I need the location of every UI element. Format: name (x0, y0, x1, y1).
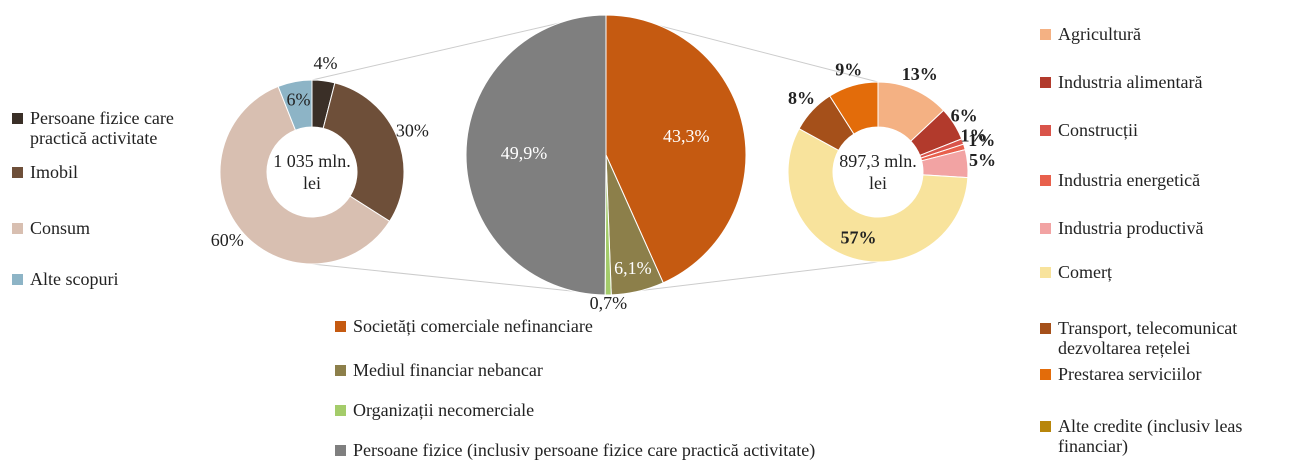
legend-swatch (1040, 77, 1051, 88)
connector (311, 15, 591, 81)
legend-swatch (1040, 223, 1051, 234)
slice (219, 85, 391, 265)
legend-swatch (12, 113, 23, 124)
legend-label: Mediul financiar nebancar (353, 360, 543, 380)
data-label: 5% (969, 150, 996, 170)
legend-swatch (1040, 175, 1051, 186)
legend-label: Consum (30, 218, 91, 238)
data-label: 43,3% (663, 126, 710, 146)
legend-label: Alte scopuri (30, 269, 119, 289)
legend-swatch (1040, 421, 1051, 432)
legend-label: Construcții (1058, 120, 1138, 140)
data-label: 1% (960, 126, 987, 146)
legend-swatch (1040, 29, 1051, 40)
slice (787, 127, 969, 263)
legend-swatch (1040, 125, 1051, 136)
legend-label: Persoane fizice (inclusiv persoane fizic… (353, 440, 816, 460)
slice (277, 79, 313, 131)
legend-label: Imobil (30, 162, 78, 182)
data-label: 13% (902, 64, 938, 84)
legend-swatch (335, 321, 346, 332)
legend-swatch (1040, 267, 1051, 278)
legend-label: Industria alimentară (1058, 72, 1203, 92)
legend-swatch (12, 223, 23, 234)
legend-swatch (335, 365, 346, 376)
connector (621, 15, 879, 83)
legend-label: Organizații necomerciale (353, 400, 535, 420)
legend-label: Comerț (1058, 262, 1112, 282)
data-label: 4% (314, 53, 338, 73)
slice (605, 14, 747, 284)
data-label: 60% (211, 230, 244, 250)
data-label: 30% (396, 120, 429, 140)
legend-swatch (12, 167, 23, 178)
data-label: 1% (968, 130, 995, 150)
legend-label: Alte credite (inclusiv leas financiar) (1058, 416, 1243, 456)
legend-label: Industria productivă (1058, 218, 1204, 238)
connector (311, 263, 601, 295)
slice (322, 82, 405, 222)
legend-swatch (12, 274, 23, 285)
legend-label: Persoane fizice care practică activitate (30, 108, 174, 148)
data-label: 9% (835, 59, 862, 79)
center-label: 1 035 mln. lei (273, 151, 351, 193)
center-label: 897,3 mln. lei (839, 151, 917, 193)
legend-label: Societăți comerciale nefinanciare (353, 316, 593, 336)
legend-swatch (1040, 369, 1051, 380)
data-label: 6% (287, 89, 311, 109)
data-label: 6,1% (614, 258, 652, 278)
legend-label: Prestarea serviciilor (1058, 364, 1202, 384)
legend-label: Agricultură (1058, 24, 1141, 44)
legend-swatch (335, 405, 346, 416)
data-label: 49,9% (501, 143, 548, 163)
legend-swatch (335, 445, 346, 456)
legend-label: Transport, telecomunicat dezvoltarea reț… (1058, 318, 1238, 358)
data-label: 6% (951, 105, 978, 125)
legend-swatch (1040, 323, 1051, 334)
slice (465, 14, 607, 296)
data-label: 8% (788, 88, 815, 108)
connectors (311, 15, 879, 295)
data-label: 57% (840, 227, 876, 247)
connector (611, 261, 879, 295)
legend-label: Industria energetică (1058, 170, 1201, 190)
data-label: 0,7% (590, 293, 628, 313)
